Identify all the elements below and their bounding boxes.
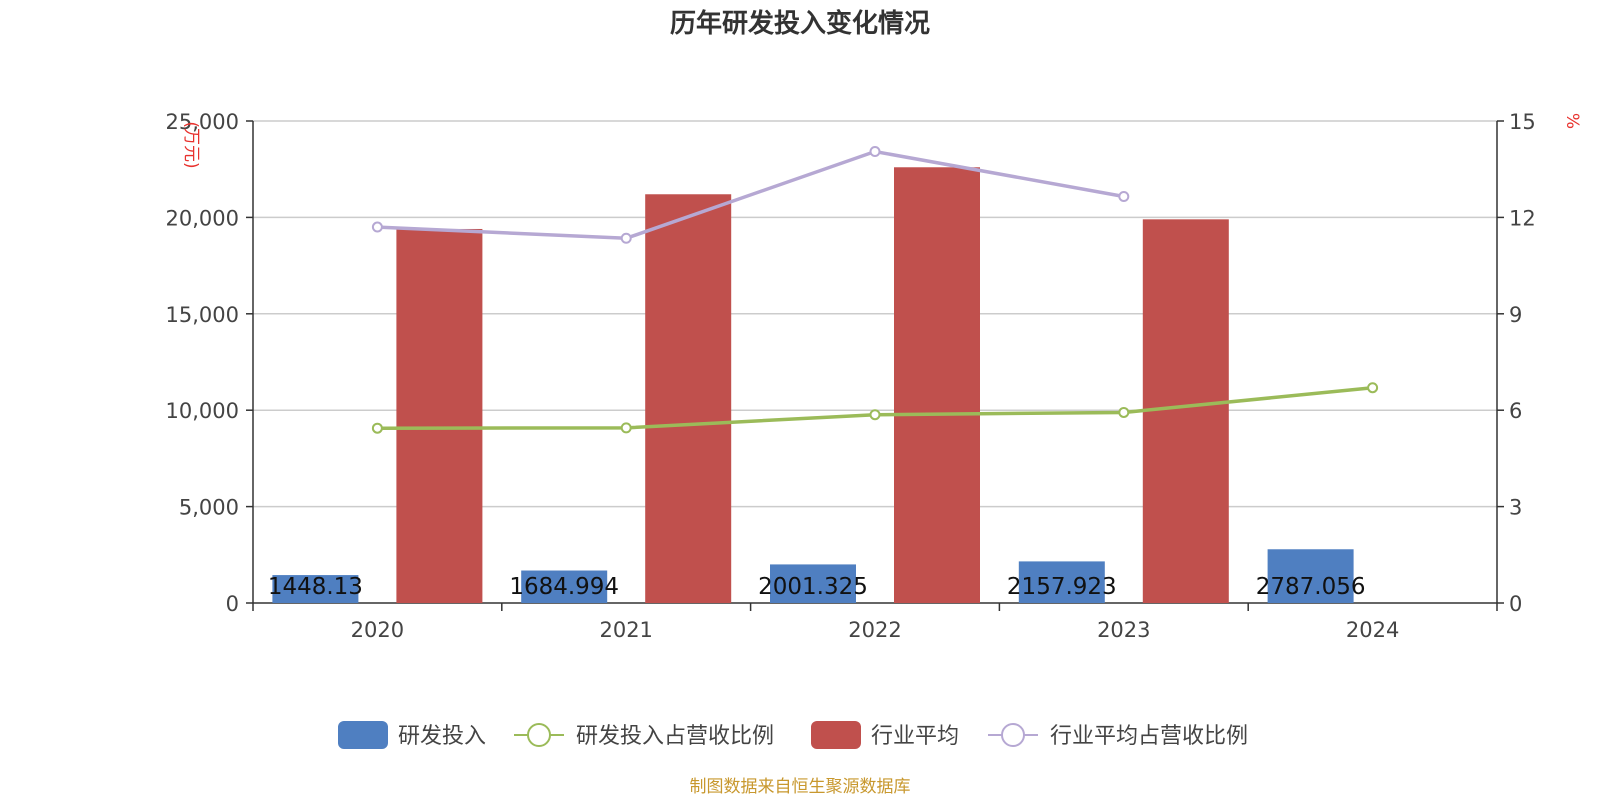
series-line (377, 149, 1125, 241)
bar-industry (894, 167, 980, 603)
legend-swatch-bar (811, 721, 861, 749)
bar-industry (645, 194, 732, 603)
source-note: 制图数据来自恒生聚源数据库 (690, 777, 911, 797)
bar-value-label: 1448.13 (268, 574, 363, 600)
bar-industry (1142, 219, 1229, 603)
line-point (371, 221, 383, 233)
legend-swatch-bar (338, 721, 388, 749)
chart-title: 历年研发投入变化情况 (670, 8, 930, 39)
bars (272, 167, 1354, 603)
left-axis-tick-label: 25,000 (166, 110, 239, 134)
line-point (869, 146, 881, 158)
right-axis-tick-label: 6 (1509, 399, 1522, 423)
left-axis-tick-label: 5,000 (179, 496, 239, 520)
line-point (1118, 191, 1130, 203)
line-point (620, 232, 632, 244)
x-axis-tick-label: 2023 (1097, 618, 1150, 642)
right-axis-unit: % (1562, 113, 1582, 129)
legend-swatch-marker (1001, 723, 1025, 747)
x-axis-tick-label: 2024 (1346, 618, 1399, 642)
bar-rd (1267, 549, 1354, 603)
left-axis-tick-label: 15,000 (166, 303, 239, 327)
data-labels: 1448.13 1684.994 2001.325 2157.923 2787.056 (268, 574, 1366, 600)
bar-industry (396, 228, 483, 603)
left-axis-tick-label: 10,000 (166, 399, 239, 423)
right-axis-tick-label: 15 (1509, 110, 1536, 134)
axes: 0 0 5,000 3 10,000 6 15,000 9 20,000 12 25,000 15 20… (166, 110, 1536, 642)
left-axis-unit: (万元) (181, 121, 201, 168)
right-axis-tick-label: 9 (1509, 303, 1522, 327)
right-axis-tick-label: 3 (1509, 496, 1522, 520)
legend-swatch-marker (527, 723, 551, 747)
bar-value-label: 2787.056 (1256, 574, 1366, 600)
lines (371, 146, 1379, 434)
line-point (371, 422, 383, 434)
bar-rd (521, 570, 608, 603)
bar-value-label: 1684.994 (509, 574, 619, 600)
legend-label: 行业平均占营收比例 (1050, 724, 1248, 749)
line-point (1118, 406, 1130, 418)
left-axis-tick-label: 0 (226, 592, 239, 616)
line-point (620, 422, 632, 434)
right-axis-tick-label: 0 (1509, 592, 1522, 616)
left-axis-tick-label: 20,000 (166, 206, 239, 230)
bar-rd (1018, 561, 1105, 603)
x-axis-tick-label: 2021 (599, 618, 652, 642)
legend: 研发投入 研发投入占营收比例 行业平均 行业平均占营收比例 (338, 721, 1248, 749)
bar-value-label: 2001.325 (758, 574, 868, 600)
bar-rd (272, 575, 359, 603)
bar-rd (770, 564, 856, 603)
x-axis-tick-label: 2022 (848, 618, 901, 642)
legend-label: 研发投入占营收比例 (576, 724, 774, 749)
line-point (869, 409, 881, 421)
x-axis-tick-label: 2020 (351, 618, 404, 642)
bar-value-label: 2157.923 (1007, 574, 1117, 600)
line-point (1367, 382, 1379, 394)
legend-label: 研发投入 (398, 724, 486, 749)
legend-label: 行业平均 (871, 724, 959, 749)
right-axis-tick-label: 12 (1509, 206, 1536, 230)
